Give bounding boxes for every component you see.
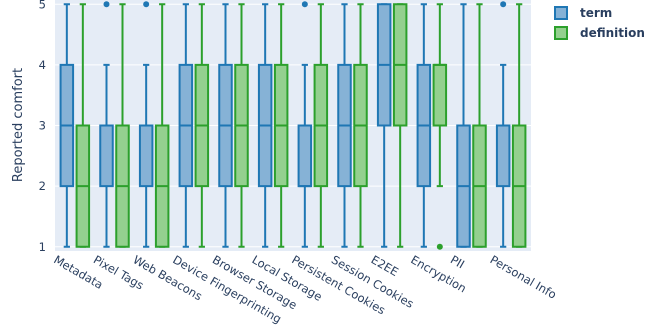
box-definition-3 (154, 3, 170, 248)
box-term-6 (257, 3, 273, 248)
box-term-5 (218, 3, 233, 248)
box-definition-6 (273, 3, 289, 248)
box-term-3 (138, 1, 154, 248)
outlier-point (301, 1, 308, 8)
legend-item-definition[interactable]: definition (554, 26, 645, 40)
box-definition-8 (353, 3, 368, 248)
box-definition-9 (392, 3, 408, 248)
grid-lines (55, 3, 531, 248)
box-definition-11 (472, 3, 487, 248)
y-axis-label: Reported comfort (11, 68, 26, 182)
y-tick-label: 3 (39, 119, 46, 133)
box-definition-4 (194, 3, 210, 248)
box-iqr (495, 124, 511, 188)
box-definition-10 (432, 3, 448, 250)
box-definition-1 (75, 3, 91, 248)
box-definition-2 (115, 3, 130, 248)
box-definition-7 (313, 3, 329, 248)
y-tick-label: 5 (39, 0, 46, 11)
box-term-11 (456, 3, 471, 248)
y-tick-label: 4 (39, 58, 46, 72)
y-tick-label: 2 (39, 179, 46, 193)
box-definition-5 (234, 3, 249, 248)
box-term-12 (495, 1, 511, 248)
legend: term definition (554, 6, 645, 40)
box-term-1 (59, 3, 75, 248)
box-term-2 (99, 1, 114, 248)
legend-label: term (580, 6, 612, 20)
legend-item-term[interactable]: term (554, 6, 612, 20)
outlier-point (103, 1, 110, 8)
box-term-9 (376, 3, 392, 248)
box-iqr (138, 124, 154, 188)
legend-label: definition (580, 26, 645, 40)
box-iqr (297, 124, 313, 188)
legend-swatch (554, 6, 568, 20)
legend-swatch (554, 26, 568, 40)
box-iqr (432, 63, 448, 127)
box-term-7 (297, 1, 313, 248)
box-definition-12 (511, 3, 527, 248)
y-tick-label: 1 (39, 240, 46, 254)
outlier-point (143, 1, 150, 8)
x-tick-label: PII (448, 252, 467, 271)
box-term-8 (337, 3, 352, 248)
box-term-10 (416, 3, 432, 248)
outlier-point (436, 243, 443, 250)
x-tick-label: Personal Info (488, 252, 559, 301)
y-axis-ticks: 1 2 3 4 5 (39, 0, 46, 254)
box-term-4 (178, 3, 194, 248)
box-iqr (99, 124, 114, 188)
box-groups (59, 1, 527, 250)
outlier-point (500, 1, 507, 8)
